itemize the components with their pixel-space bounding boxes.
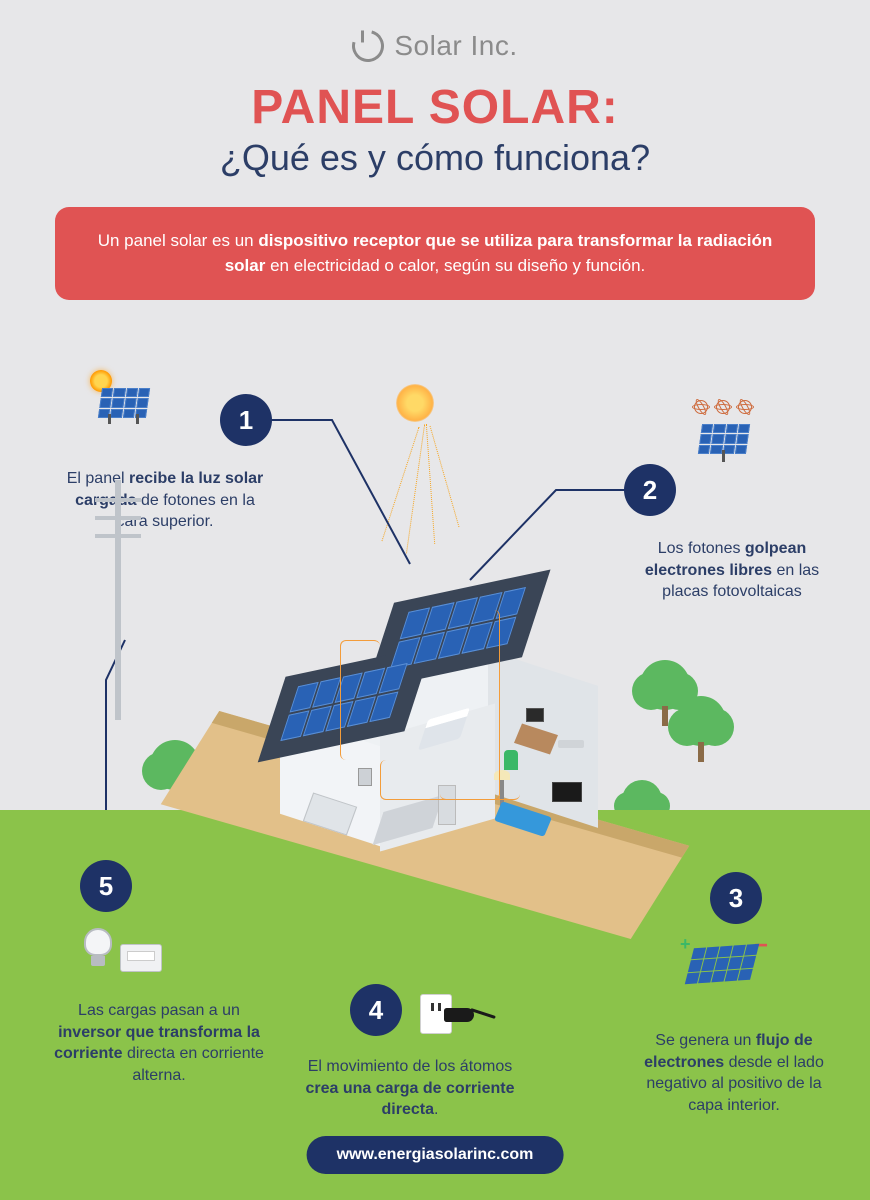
step-badge-3: 3 bbox=[710, 872, 762, 924]
step-2-icon bbox=[700, 420, 748, 454]
sun-ray bbox=[381, 427, 419, 541]
ac-icon bbox=[558, 740, 584, 748]
sun-ray bbox=[406, 425, 425, 554]
step-1-text: El panel recibe la luz solar cargada de … bbox=[60, 468, 270, 533]
step-4-icon bbox=[420, 994, 452, 1034]
sun-icon bbox=[396, 384, 434, 422]
website-link[interactable]: www.energiasolarinc.com bbox=[307, 1136, 564, 1174]
tree-icon bbox=[676, 696, 726, 746]
intro-text-pre: Un panel solar es un bbox=[98, 231, 259, 250]
brand-logo: Solar Inc. bbox=[0, 0, 870, 62]
step-4-text: El movimiento de los átomos crea una car… bbox=[300, 1056, 520, 1121]
step-badge-4: 4 bbox=[350, 984, 402, 1036]
brand-name: Solar Inc. bbox=[394, 30, 517, 62]
page-subtitle: ¿Qué es y cómo funciona? bbox=[0, 137, 870, 179]
step-badge-5: 5 bbox=[80, 860, 132, 912]
wire-icon bbox=[380, 760, 520, 800]
sun-ray bbox=[430, 426, 460, 527]
step-3-icon: +− bbox=[690, 946, 754, 982]
power-pole bbox=[115, 480, 121, 720]
intro-text-post: en electricidad o calor, según su diseño… bbox=[265, 256, 645, 275]
step-1-icon bbox=[100, 384, 148, 418]
step-3-text: Se genera un flujo de electrones desde e… bbox=[634, 1030, 834, 1116]
step-5-text: Las cargas pasan a un inversor que trans… bbox=[54, 1000, 264, 1086]
house bbox=[240, 580, 620, 840]
step-badge-1: 1 bbox=[220, 394, 272, 446]
tv-icon bbox=[552, 782, 582, 802]
step-badge-2: 2 bbox=[624, 464, 676, 516]
monitor-icon bbox=[526, 708, 544, 722]
wire-icon bbox=[340, 640, 380, 760]
step-2-text: Los fotones golpean electrones libres en… bbox=[632, 538, 832, 603]
page-title: PANEL SOLAR: bbox=[0, 80, 870, 135]
meter-icon bbox=[358, 768, 372, 786]
step-5-icon bbox=[84, 928, 112, 966]
top-section: Solar Inc. PANEL SOLAR: ¿Qué es y cómo f… bbox=[0, 0, 870, 810]
power-icon bbox=[347, 24, 391, 68]
electric-meter-icon bbox=[120, 944, 162, 972]
intro-box: Un panel solar es un dispositivo recepto… bbox=[55, 207, 815, 300]
